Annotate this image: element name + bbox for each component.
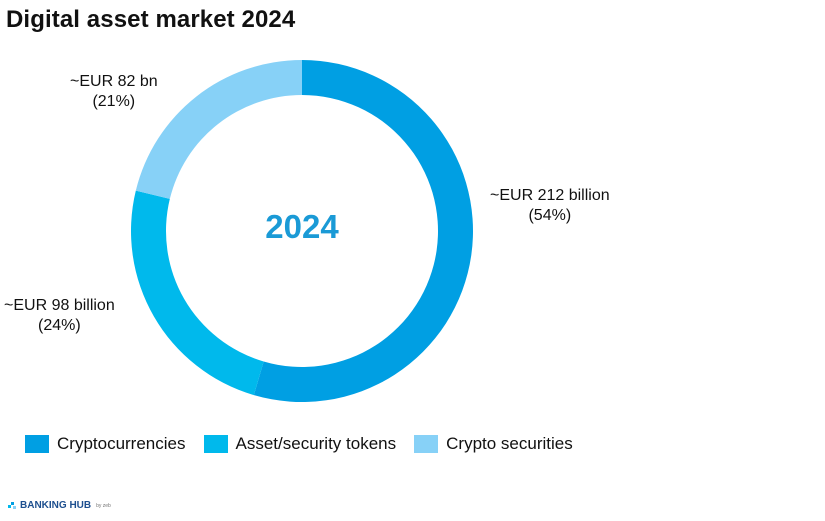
legend-item-crypto-securities: Crypto securities [414, 434, 573, 454]
label-asset-security-tokens-percent: (24%) [38, 317, 81, 334]
donut-slice-asset-security-tokens [130, 190, 264, 396]
chart-legend: Cryptocurrencies Asset/security tokens C… [25, 434, 573, 454]
legend-swatch-crypto-securities [414, 435, 439, 453]
center-year-label: 2024 [265, 208, 339, 245]
label-asset-security-tokens: ~EUR 98 billion (24%) [4, 296, 115, 336]
donut-slice-crypto-securities [135, 60, 302, 199]
label-cryptocurrencies-percent: (54%) [528, 207, 572, 224]
legend-label-asset-security-tokens: Asset/security tokens [235, 434, 397, 453]
banking-hub-logo: BANKING HUB by zeb [8, 500, 111, 511]
label-crypto-securities-percent: (21%) [92, 93, 136, 110]
label-crypto-securities: ~EUR 82 bn (21%) [70, 72, 158, 112]
legend-swatch-asset-security-tokens [203, 435, 228, 453]
chart-title: Digital asset market 2024 [6, 6, 296, 33]
legend-swatch-cryptocurrencies [25, 435, 49, 453]
legend-label-cryptocurrencies: Cryptocurrencies [57, 434, 186, 453]
label-crypto-securities-value: ~EUR 82 bn [70, 73, 158, 90]
banking-hub-icon [8, 501, 17, 510]
label-asset-security-tokens-value: ~EUR 98 billion [4, 297, 115, 314]
legend-item-asset-security-tokens: Asset/security tokens [203, 434, 397, 454]
legend-item-cryptocurrencies: Cryptocurrencies [25, 434, 186, 454]
label-cryptocurrencies: ~EUR 212 billion (54%) [490, 186, 610, 226]
donut-slice-cryptocurrencies [253, 60, 473, 402]
label-cryptocurrencies-value: ~EUR 212 billion [490, 187, 610, 204]
footer-brand: BANKING HUB [20, 500, 92, 511]
legend-label-crypto-securities: Crypto securities [446, 434, 573, 453]
footer-by: by zeb [96, 502, 111, 509]
